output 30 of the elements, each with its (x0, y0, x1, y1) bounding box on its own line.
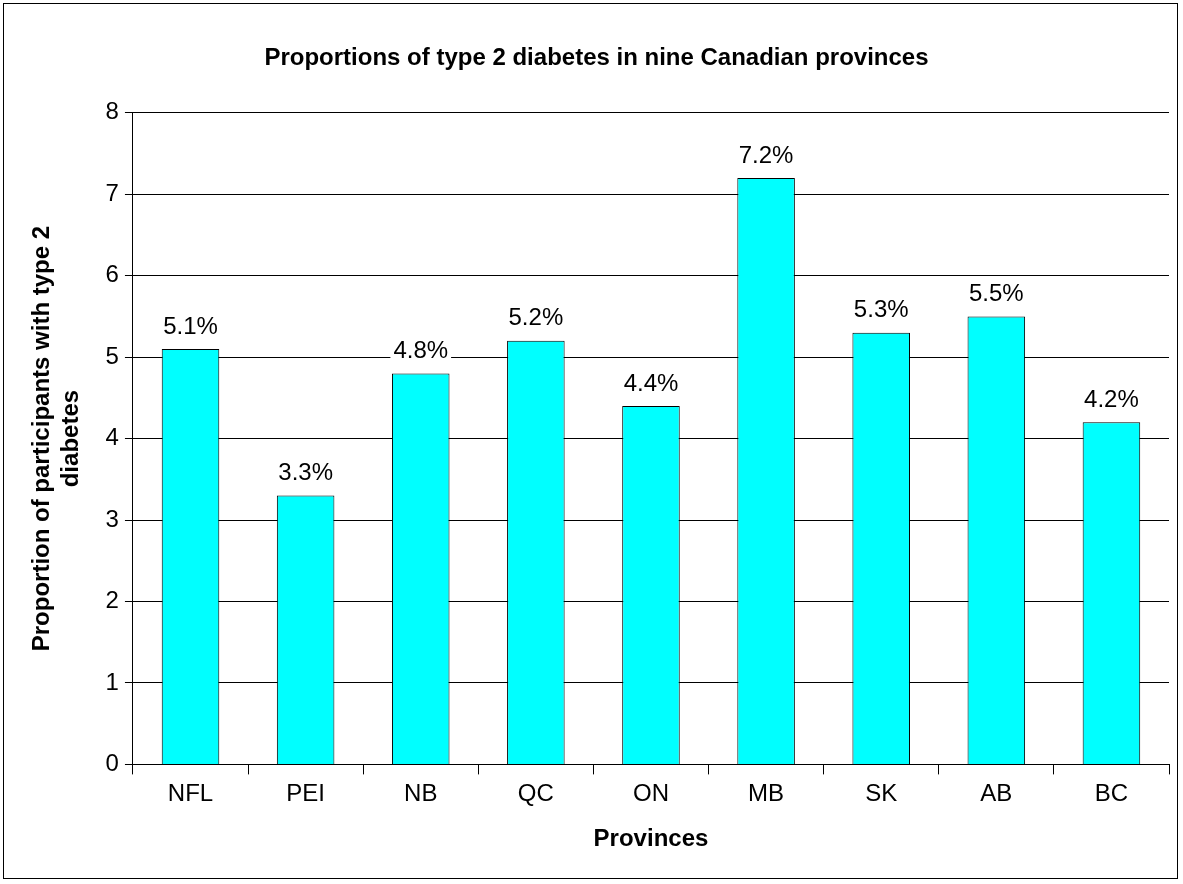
data-label: 5.2% (508, 303, 564, 331)
data-label: 5.1% (163, 311, 218, 339)
data-label: 4.2% (1084, 384, 1139, 412)
data-label: 5.5% (968, 279, 1024, 307)
data-label: 4.8% (393, 336, 449, 364)
x-tick-label: MB (748, 779, 785, 807)
x-tick-label: BC (1094, 779, 1129, 807)
y-tick-label: 2 (105, 586, 119, 614)
data-label: 3.3% (278, 458, 333, 486)
x-axis-title: Provinces (593, 824, 709, 852)
data-label: 5.3% (853, 295, 909, 323)
data-label: 4.4% (623, 368, 679, 396)
x-tick-label: NFL (167, 779, 214, 807)
chart-title: Proportions of type 2 diabetes in nine Canadian provinces (264, 43, 929, 71)
x-tick-label: PEI (286, 779, 325, 807)
x-tick-label: SK (865, 779, 898, 807)
y-tick-label: 7 (105, 178, 119, 206)
data-label: 7.2% (738, 140, 794, 168)
y-tick-label: 1 (105, 667, 119, 695)
x-tick-label: NB (404, 779, 438, 807)
y-tick-label: 6 (105, 260, 119, 288)
y-tick-label: 3 (105, 504, 119, 532)
y-tick-label: 8 (105, 97, 119, 125)
y-axis-title: Proportion of participants with type 2 diabetes (27, 225, 83, 652)
x-tick-label: ON (632, 779, 669, 807)
x-tick-label: QC (517, 779, 554, 807)
y-tick-label: 4 (105, 423, 119, 451)
y-tick-label: 0 (105, 749, 119, 777)
x-tick-label: AB (980, 779, 1013, 807)
y-tick-label: 5 (105, 341, 119, 369)
